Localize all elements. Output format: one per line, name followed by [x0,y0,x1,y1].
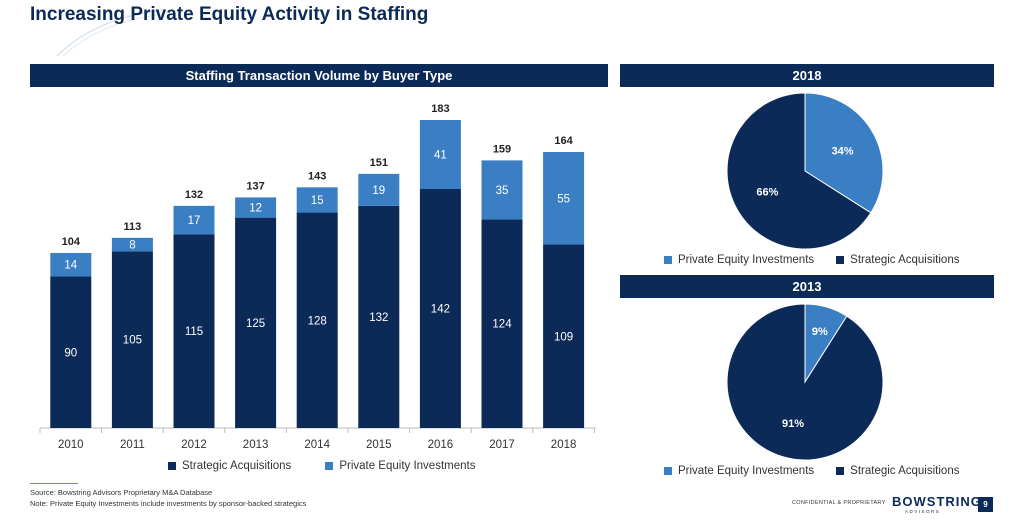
title-swoosh-decoration [56,9,164,57]
bar-value-label: 12 [249,203,262,215]
bar-private-equity-2014 [296,187,338,213]
bar-strategic-2012 [173,234,215,428]
company-logo-subtitle: ADVISORS [905,509,941,514]
bar-value-label: 35 [496,185,509,197]
pie-2013-legend: Private Equity Investments Strategic Acq… [664,465,959,477]
bar-value-label: 128 [308,315,327,327]
x-tick-label: 2016 [428,439,454,451]
bar-private-equity-2012 [173,205,215,235]
legend-swatch-strategic [836,467,845,475]
legend-label-private-equity: Private Equity Investments [678,465,815,477]
x-tick-label: 2011 [120,439,145,451]
bar-total-label: 143 [308,170,326,182]
x-tick-label: 2017 [489,439,515,451]
pie-chart-2013: 9% 91% [726,303,884,461]
pie-2018-title: 2018 [620,64,994,87]
pie-slice-label: 9% [812,326,828,338]
pie-slice-label: 91% [782,418,804,430]
bar-private-equity-2016 [419,120,461,190]
bar-chart: 90 14 104 2010 105 8 113 2011 115 17 132 2012 125 12 1… [39,103,596,451]
legend-label-strategic: Strategic Acquisitions [182,460,292,472]
bar-total-label: 137 [246,180,264,192]
bar-value-label: 125 [246,318,265,330]
bar-strategic-2018 [543,244,585,428]
bar-chart-legend: Strategic Acquisitions Private Equity In… [168,460,475,472]
bar-total-label: 159 [493,143,511,155]
legend-label-private-equity: Private Equity Investments [339,460,476,472]
pie-slice-label: 66% [756,187,778,199]
x-tick-label: 2013 [243,439,269,451]
x-axis-ticks [39,428,595,433]
bar-strategic-2014 [296,212,338,428]
legend-label-private-equity: Private Equity Investments [678,254,815,266]
x-tick-label: 2015 [366,439,392,451]
bar-value-label: 115 [185,326,203,338]
legend-swatch-private-equity [664,467,672,475]
bar-private-equity-2018 [543,151,585,245]
page-number: 9 [978,497,993,512]
bar-strategic-2017 [481,219,523,428]
legend-label-strategic: Strategic Acquisitions [850,254,960,266]
bar-strategic-2011 [111,251,153,428]
bar-value-label: 15 [311,195,324,207]
bar-value-label: 90 [64,347,77,359]
legend-swatch-strategic [836,256,845,264]
bar-value-label: 109 [554,331,573,343]
bar-value-label: 19 [372,185,385,197]
bar-value-label: 142 [431,304,450,316]
pie-slice-strategic-acquisitions [726,303,884,461]
bars-group: 90 14 104 2010 105 8 113 2011 115 17 132 2012 125 12 1… [50,103,585,451]
legend-swatch-strategic [168,462,176,470]
confidential-label: CONFIDENTIAL & PROPRIETARY [792,500,886,506]
bar-total-label: 164 [554,135,573,147]
bar-strategic-2015 [358,205,400,428]
bar-value-label: 105 [123,335,142,347]
bar-private-equity-2017 [481,160,523,220]
bar-value-label: 17 [188,215,201,227]
bar-total-label: 113 [124,221,142,233]
legend-swatch-private-equity [664,256,672,264]
bar-private-equity-2015 [358,173,400,206]
bar-total-label: 104 [62,236,81,248]
bar-total-label: 151 [370,157,388,169]
pie-slice-strategic-acquisitions [726,92,872,250]
legend-swatch-private-equity [325,462,334,470]
bar-value-label: 41 [434,150,447,162]
x-tick-label: 2018 [551,439,577,451]
bar-strategic-2010 [50,276,92,428]
bar-private-equity-2011 [111,237,153,252]
bar-private-equity-2010 [50,252,92,277]
pie-2013-title: 2013 [620,275,994,298]
footnote-source: Source: Bowstring Advisors Proprietary M… [30,488,213,497]
bar-value-label: 55 [557,193,570,205]
footer-rule [30,483,78,484]
x-tick-label: 2012 [181,439,207,451]
bar-chart-title: Staffing Transaction Volume by Buyer Typ… [30,64,608,87]
bar-value-label: 124 [492,319,512,331]
page-title: Increasing Private Equity Activity in St… [30,4,429,25]
pie-2018-legend: Private Equity Investments Strategic Acq… [664,254,959,266]
bar-value-label: 14 [64,260,77,272]
pie-slice-label: 34% [832,145,854,157]
bar-value-label: 8 [129,240,135,252]
footnote-note: Note: Private Equity Investments include… [30,499,307,508]
x-tick-label: 2010 [58,439,84,451]
pie-chart-2018: 34% 66% [726,92,884,250]
bar-total-label: 132 [185,189,203,201]
bar-value-label: 132 [369,312,388,324]
company-logo: BOWSTRING [892,494,982,509]
bar-strategic-2013 [235,217,277,428]
bar-strategic-2016 [419,189,461,428]
bar-total-label: 183 [431,103,449,115]
legend-label-strategic: Strategic Acquisitions [850,465,960,477]
bar-private-equity-2013 [235,197,277,218]
x-tick-label: 2014 [304,439,330,451]
